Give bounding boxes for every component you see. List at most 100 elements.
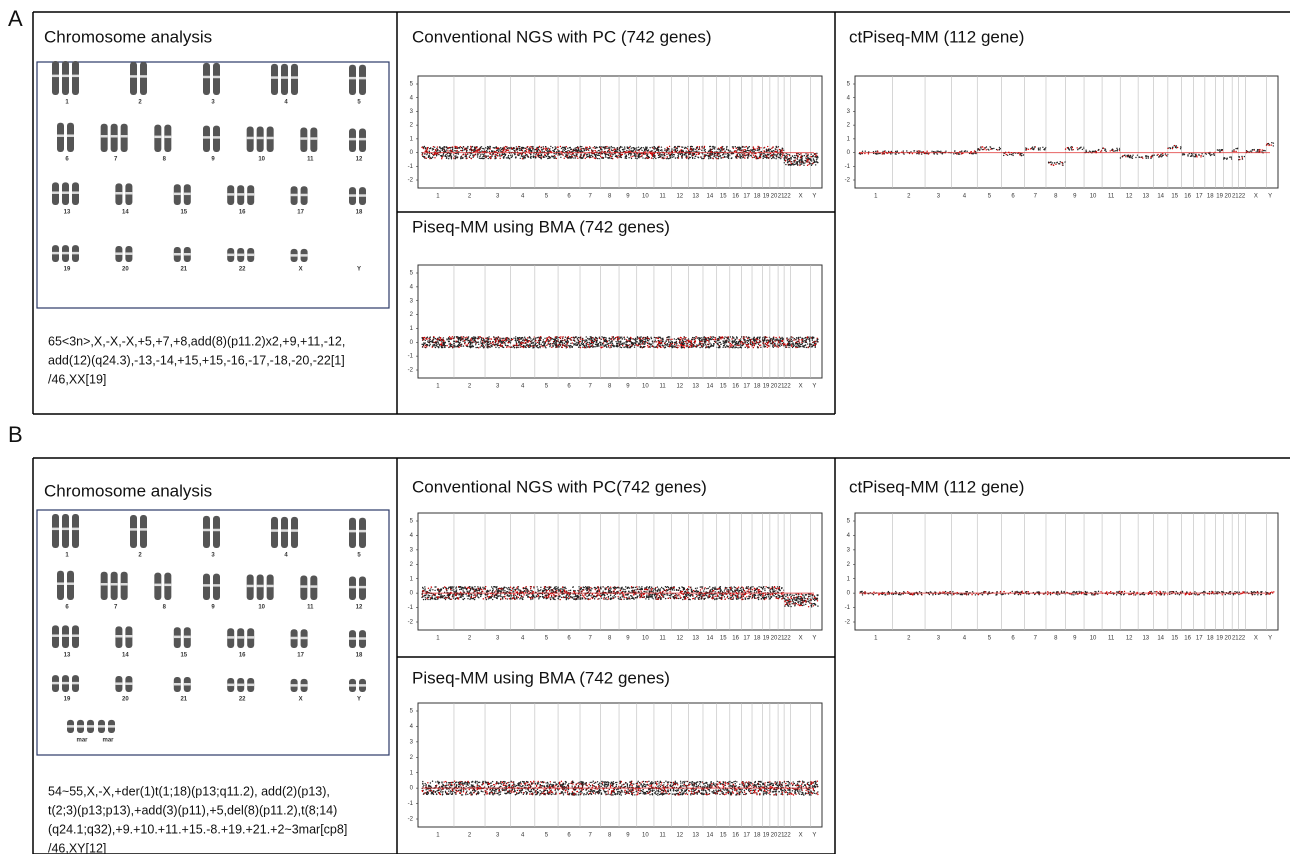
cnv-dot xyxy=(515,340,516,341)
cnv-dot xyxy=(620,155,621,156)
cnv-dot xyxy=(481,337,482,338)
cnv-dot xyxy=(611,153,612,154)
cnv-dot xyxy=(752,344,753,345)
cnv-dot xyxy=(629,149,630,150)
chrom-label: 11 xyxy=(659,384,666,390)
cnv-dot xyxy=(664,155,665,156)
cnv-dot xyxy=(686,345,687,346)
cnv-dot xyxy=(794,161,795,162)
cnv-dot xyxy=(720,338,721,339)
cnv-dot xyxy=(766,340,767,341)
cnv-dot xyxy=(435,150,436,151)
cnv-dot xyxy=(732,146,733,147)
cnv-dot xyxy=(804,345,805,346)
cnv-dot xyxy=(639,343,640,344)
cnv-dot xyxy=(734,151,735,152)
cnv-dot xyxy=(658,341,659,342)
chromosome-band xyxy=(359,77,366,80)
cnv-dot xyxy=(447,155,448,156)
cnv-dot xyxy=(634,154,635,155)
cnv-dot xyxy=(953,153,954,154)
cnv-dot xyxy=(611,341,612,342)
cnv-dot xyxy=(709,153,710,154)
cnv-dot xyxy=(980,148,981,149)
cnv-dot xyxy=(622,338,623,339)
cnv-dot xyxy=(521,153,522,154)
cnv-dot xyxy=(651,157,652,158)
cnv-dot xyxy=(494,147,495,148)
cnv-dot xyxy=(623,342,624,343)
cnv-dot xyxy=(547,153,548,154)
cnv-dot xyxy=(661,146,662,147)
cnv-dot xyxy=(448,158,449,159)
cnv-dot xyxy=(655,340,656,341)
cnv-dot xyxy=(519,337,520,338)
cnv-dot xyxy=(479,158,480,159)
cnv-dot xyxy=(576,147,577,148)
chrom-label: 5 xyxy=(545,194,549,200)
cnv-dot xyxy=(561,341,562,342)
karyotype-label: 10 xyxy=(258,157,265,163)
cnv-dot xyxy=(791,339,792,340)
cnv-dot xyxy=(681,347,682,348)
cnv-dot xyxy=(539,344,540,345)
cnv-dot xyxy=(554,155,555,156)
cnv-dot xyxy=(481,343,482,344)
chrom-label: 2 xyxy=(468,194,472,200)
cnv-dot xyxy=(437,346,438,347)
cnv-dot xyxy=(539,346,540,347)
cnv-dot xyxy=(728,346,729,347)
cnv-dot xyxy=(547,149,548,150)
cnv-dot xyxy=(643,343,644,344)
cnv-dot xyxy=(688,340,689,341)
cnv-dot xyxy=(683,336,684,337)
cnv-dot xyxy=(569,339,570,340)
cnv-dot xyxy=(544,341,545,342)
cnv-dot xyxy=(581,148,582,149)
cnv-dot xyxy=(530,158,531,159)
cnv-dot xyxy=(798,341,799,342)
cnv-dot xyxy=(439,340,440,341)
cnv-dot xyxy=(568,157,569,158)
cnv-dot xyxy=(608,147,609,148)
karyotype-label: 17 xyxy=(297,210,304,216)
y-tick-label: 4 xyxy=(410,95,414,101)
cnv-dot xyxy=(789,343,790,344)
cnv-dot xyxy=(473,336,474,337)
cnv-dot xyxy=(450,153,451,154)
cnv-dot xyxy=(685,155,686,156)
cnv-dot xyxy=(661,342,662,343)
cnv-dot xyxy=(958,154,959,155)
cnv-dot xyxy=(813,158,814,159)
cnv-dot xyxy=(704,341,705,342)
cnv-dot xyxy=(753,146,754,147)
cnv-dot xyxy=(537,342,538,343)
cnv-dot xyxy=(804,340,805,341)
cnv-dot xyxy=(599,155,600,156)
cnv-dot xyxy=(616,346,617,347)
cnv-dot xyxy=(658,338,659,339)
cnv-dot xyxy=(814,343,815,344)
cnv-dot xyxy=(645,148,646,149)
cnv-dot xyxy=(726,340,727,341)
cnv-dot xyxy=(629,344,630,345)
cnv-dot xyxy=(595,156,596,157)
cnv-dot xyxy=(687,148,688,149)
cnv-dot xyxy=(586,345,587,346)
cnv-dot xyxy=(590,336,591,337)
cnv-dot xyxy=(580,337,581,338)
cnv-dot xyxy=(647,337,648,338)
cnv-dot xyxy=(490,158,491,159)
cnv-dot xyxy=(470,146,471,147)
cnv-dot xyxy=(427,337,428,338)
cnv-dot xyxy=(738,148,739,149)
cnv-dot xyxy=(554,151,555,152)
cnv-dot xyxy=(711,339,712,340)
cnv-dot xyxy=(759,149,760,150)
cnv-dot xyxy=(570,147,571,148)
cnv-dot xyxy=(966,151,967,152)
cnv-dot xyxy=(570,149,571,150)
cnv-dot xyxy=(926,153,927,154)
cnv-dot xyxy=(744,146,745,147)
cnv-dot xyxy=(584,155,585,156)
